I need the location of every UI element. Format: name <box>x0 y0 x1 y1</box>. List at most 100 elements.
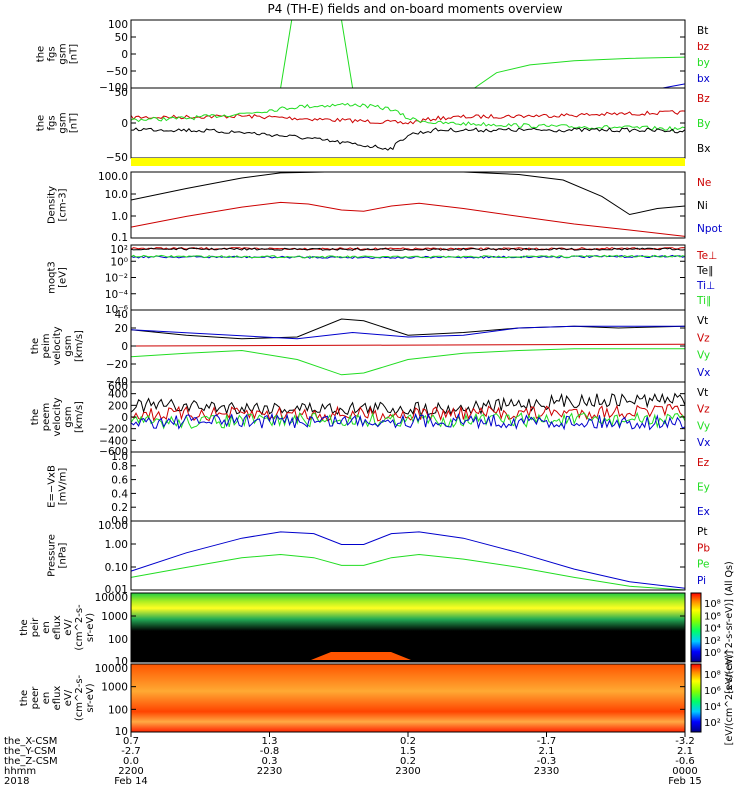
peir-colorbar <box>690 592 702 663</box>
y-tick-label: 100 <box>108 19 128 31</box>
legend-entry: Ey <box>697 482 710 494</box>
series-Vy <box>130 411 686 430</box>
y-axis-label: [nT] <box>69 44 80 64</box>
legend-entry: Pe <box>697 559 709 571</box>
y-tick-label: 0.6 <box>111 475 128 487</box>
legend-entry: Te∥ <box>696 265 713 277</box>
legend-entry: bx <box>697 73 710 85</box>
colorbar-tick-label: 10⁸ <box>704 670 721 681</box>
y-tick-label: 10⁻⁶ <box>105 304 128 316</box>
series-Vt <box>130 318 686 340</box>
x-row-label: 2018 <box>4 776 29 787</box>
legend-entry: Vy <box>697 420 710 432</box>
spectrogram-image <box>131 593 685 662</box>
y-tick-label: 10 <box>115 726 128 738</box>
series-Vt <box>130 392 686 417</box>
y-axis-label: the <box>36 115 47 131</box>
colorbar-label: [eV/(cm^2-s-sr-eV)] <box>724 651 735 746</box>
series-Vz <box>130 343 686 347</box>
x-tick-label: 0.2 <box>400 736 416 747</box>
series-by <box>280 19 686 89</box>
y-tick-label: 1.0 <box>111 211 128 223</box>
y-tick-label: 0.2 <box>111 502 128 514</box>
x-row-label: hhmm <box>4 766 36 777</box>
x-tick-label: Feb 14 <box>114 776 148 787</box>
y-tick-label: −200 <box>99 424 128 436</box>
legend-entry: bz <box>697 41 710 53</box>
y-axis-label: Density <box>47 186 58 224</box>
y-tick-label: 0.1 <box>111 232 128 244</box>
y-tick-label: 1.0 <box>111 451 128 463</box>
x-tick-label: 2330 <box>534 766 559 777</box>
legend-entry: Ez <box>697 457 710 469</box>
panel-frame <box>130 244 686 311</box>
panel-peim-velocity: 40 20 0 −20 −40 the peim velocity gsm [km/s] Vt Vz V… <box>30 309 710 388</box>
y-tick-label: 0.0 <box>111 515 128 527</box>
x-tick-label: -3.2 <box>675 736 695 747</box>
x-tick-label: 1.5 <box>400 746 416 757</box>
y-tick-label: 0.8 <box>111 461 128 473</box>
legend-entry: Vz <box>697 404 710 416</box>
y-tick-label: 20 <box>115 323 128 335</box>
y-tick-label: 10² <box>110 244 128 256</box>
y-tick-label: 10000 <box>95 592 128 604</box>
y-axis-label: gsm <box>58 43 69 64</box>
y-tick-label: 0 <box>121 341 128 353</box>
series-Pi <box>130 531 686 589</box>
y-axis-label: Pressure <box>47 534 58 577</box>
legend-entry: Bt <box>697 25 708 37</box>
x-tick-label: Feb 15 <box>668 776 702 787</box>
series-bx <box>662 83 686 89</box>
y-axis-label: the <box>19 690 30 706</box>
series-Bz <box>130 110 686 125</box>
y-axis-label: velocity <box>52 397 63 436</box>
y-tick-label: 10 <box>115 656 128 668</box>
x-tick-label: 0.3 <box>262 756 278 767</box>
colorbar-tick-label: 10⁰ <box>704 648 721 659</box>
series-Ne <box>130 201 686 237</box>
legend-entry: Ex <box>697 506 710 518</box>
legend-entry: Ti⊥ <box>696 280 715 292</box>
legend-entry: Te⊥ <box>696 250 717 262</box>
colorbar-label: [eV/(cm^2-s-sr-eV)] (All Qs) <box>724 561 735 693</box>
y-tick-label: 100 <box>108 634 128 646</box>
y-axis-label: eV/ <box>63 689 74 706</box>
y-tick-label: 1.00 <box>105 539 128 551</box>
y-tick-label: 100 <box>108 704 128 716</box>
y-tick-label: 0.10 <box>105 562 128 574</box>
y-tick-label: 600 <box>108 381 128 393</box>
y-axis-label: gsm <box>58 112 69 133</box>
x-row-label: the_Y-CSM <box>4 746 56 757</box>
x-tick-label: 2.1 <box>677 746 693 757</box>
y-tick-label: −50 <box>106 152 128 164</box>
y-tick-label: 10⁻⁴ <box>105 289 128 301</box>
x-tick-label: -0.3 <box>537 756 557 767</box>
y-axis-label: en <box>41 692 52 705</box>
y-tick-label: 10.00 <box>98 520 128 532</box>
x-tick-label: -1.7 <box>537 736 557 747</box>
y-axis-label: E=−VxB <box>47 465 58 508</box>
y-tick-label: 200 <box>108 400 128 412</box>
legend-entry: Pb <box>697 542 710 554</box>
y-tick-label: 400 <box>108 389 128 401</box>
status-bar <box>131 158 685 166</box>
legend-entry: Bx <box>697 143 710 155</box>
y-tick-label: 40 <box>115 309 128 321</box>
y-axis-label: eV/ <box>63 619 74 636</box>
spectrogram-band <box>311 652 411 660</box>
y-tick-label: 10⁻² <box>105 273 128 285</box>
x-row-label: the_Z-CSM <box>4 756 58 767</box>
y-tick-label: 0.01 <box>105 584 128 596</box>
y-tick-label: 10⁰ <box>110 256 128 268</box>
y-tick-label: 50 <box>115 32 128 44</box>
y-axis-label: eflux <box>52 686 63 711</box>
figure-title: P4 (TH-E) fields and on-board moments ov… <box>267 2 562 16</box>
peer-colorbar <box>690 663 702 733</box>
y-axis-label: en <box>41 621 52 634</box>
panel-peir-spectrogram: 10000 1000 100 10 the peir en eflux eV/(cm^2-s-s… <box>19 561 735 693</box>
colorbar-tick-label: 10⁸ <box>704 599 721 610</box>
y-tick-label: 10.0 <box>105 189 128 201</box>
